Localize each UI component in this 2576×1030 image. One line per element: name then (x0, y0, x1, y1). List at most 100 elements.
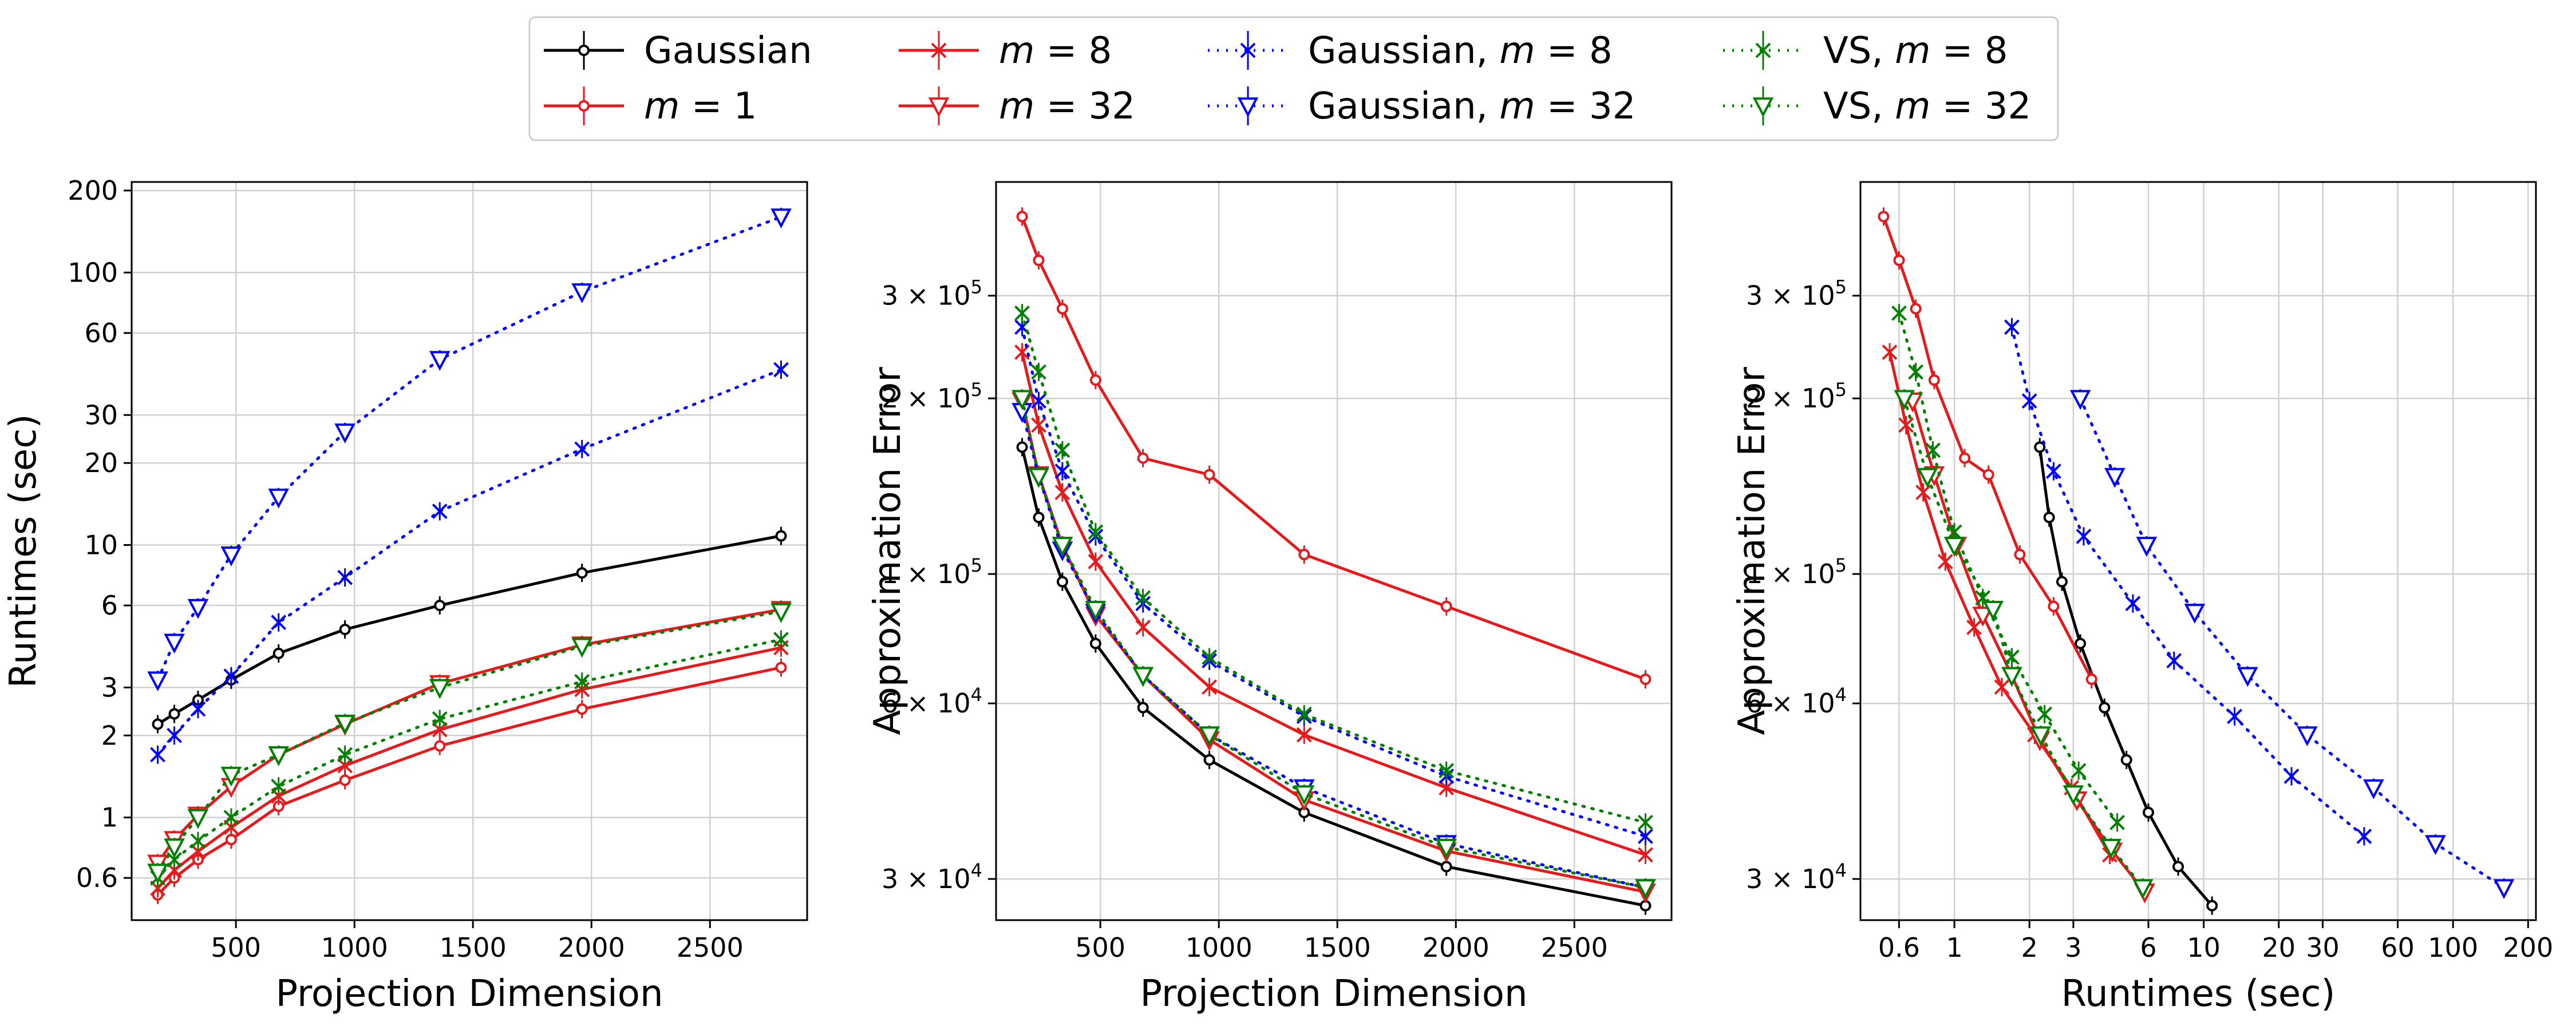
data-point-vs_m32 (771, 603, 792, 623)
x-tick-label: 6 (2140, 932, 2156, 963)
x-tick-label: 2500 (677, 932, 744, 963)
legend-marker (931, 42, 947, 58)
data-point-gaussian (1033, 512, 1045, 524)
data-point-gaussian (1056, 576, 1068, 588)
data-point-m1 (1878, 211, 1890, 223)
data-point-m8 (1054, 485, 1070, 500)
data-point-gaussian_m8 (271, 615, 287, 631)
data-point-vs_m32 (1132, 667, 1154, 687)
series-gaussian_m32 (147, 208, 792, 692)
data-point-m1 (1893, 254, 1905, 266)
series-line-gaussian_m32 (2079, 397, 2506, 889)
legend-label: m = 1 (644, 85, 757, 128)
data-point-vs_m32 (2100, 838, 2122, 859)
data-point-m8 (1937, 554, 1953, 569)
data-point-m1 (1639, 674, 1652, 686)
chart-panel-error-vs-runtime: 0.6 1 2 3 6 10 20 30 60 100 200 3 × 104 6 × 104 1 × 1… (1731, 181, 2553, 1015)
data-point-gaussian_m8 (167, 727, 182, 743)
y-tick-label: 100 (68, 257, 118, 288)
chart-panel-runtime-vs-dimension: 500 1000 1500 2000 2500 0.6 1 2 3 6 10 20 30 60 100 200… (2, 175, 808, 1015)
x-tick-label: 1 (1946, 932, 1962, 963)
data-point-m8 (1296, 727, 1312, 743)
data-point-vs_m32 (1894, 390, 1915, 410)
data-point-vs_m32 (429, 679, 451, 699)
data-point-gaussian_m8 (190, 701, 206, 717)
data-point-m1 (2085, 674, 2097, 686)
data-point-vs_m8 (2071, 763, 2087, 779)
data-point-vs_m32 (2132, 879, 2154, 900)
data-point-gaussian_m8 (337, 569, 353, 585)
plot-area (1860, 182, 2536, 920)
legend-marker (1752, 97, 1774, 118)
data-point-gaussian (2143, 806, 2155, 818)
y-tick-label: 3 × 105 (882, 276, 982, 311)
data-point-vs_m8 (1439, 763, 1455, 779)
data-point-m1 (1089, 374, 1101, 386)
legend-box (528, 16, 2059, 141)
data-point-gaussian_m32 (2493, 879, 2515, 900)
data-point-vs_m8 (2037, 706, 2053, 722)
data-point-m1 (1137, 452, 1149, 464)
y-tick-label: 3 × 104 (1746, 859, 1847, 894)
legend-marker (578, 45, 590, 56)
data-point-m8 (1638, 847, 1653, 863)
legend-item-m1: m = 1 (544, 85, 757, 128)
data-point-gaussian (339, 623, 351, 635)
data-point-gaussian_m32 (2136, 537, 2158, 557)
data-point-gaussian_m8 (2021, 393, 2037, 409)
data-point-gaussian_m32 (2184, 604, 2206, 624)
series-vs_m32 (147, 602, 792, 884)
series-vs_m8 (1891, 304, 2125, 832)
x-tick-label: 60 (2381, 932, 2415, 963)
data-point-m8 (1898, 417, 1914, 433)
legend-item-gaussian_m32: Gaussian, m = 32 (1208, 85, 1635, 128)
data-point-vs_m32 (268, 746, 290, 766)
data-point-gaussian (168, 708, 180, 720)
series-vs_m32 (1012, 389, 1656, 900)
series-vs_m32 (1894, 389, 2154, 900)
data-point-m8 (1135, 619, 1151, 635)
data-point-vs_m32 (2030, 726, 2052, 747)
axes-frame (1859, 181, 2537, 921)
data-point-gaussian_m32 (2425, 835, 2446, 855)
data-point-gaussian_m8 (773, 362, 789, 378)
y-tick-label: 6 × 104 (1746, 684, 1847, 719)
y-tick-label: 1 (101, 802, 118, 833)
series-gaussian_m8 (150, 360, 789, 764)
data-point-m8 (1031, 417, 1046, 433)
y-tick-label: 2 × 105 (882, 379, 982, 414)
x-tick-label: 2500 (1541, 932, 1608, 963)
data-point-vs_m8 (2109, 814, 2125, 830)
legend-marker (1755, 42, 1771, 58)
data-point-gaussian (1016, 441, 1028, 453)
data-point-m1 (1959, 452, 1971, 464)
data-point-vs_m32 (571, 637, 592, 658)
data-point-gaussian_m8 (2076, 528, 2092, 544)
axes-frame (995, 181, 1673, 921)
data-point-m1 (1910, 303, 1922, 315)
legend-item-vs_m8: VS, m = 8 (1723, 30, 2008, 72)
data-point-vs_m8 (1031, 364, 1046, 380)
legend: Gaussian m = 1 m = 8 m = 32 Gaussian, m = 8 G… (528, 16, 2059, 141)
data-point-vs_m8 (223, 810, 239, 826)
x-tick-label: 200 (2503, 932, 2553, 963)
y-tick-label: 60 (84, 318, 118, 348)
y-tick-label: 1 × 105 (1746, 554, 1847, 589)
x-axis-title: Projection Dimension (276, 973, 663, 1015)
data-point-gaussian_m8 (223, 668, 239, 684)
x-tick-label: 1000 (321, 932, 388, 963)
y-tick-label: 6 × 104 (882, 684, 982, 719)
legend-label: m = 8 (999, 30, 1112, 72)
data-point-gaussian_m32 (164, 633, 185, 654)
data-point-gaussian (775, 530, 787, 542)
x-tick-label: 1500 (440, 932, 507, 963)
data-point-gaussian_m8 (2004, 319, 2020, 335)
data-point-m1 (1928, 374, 1940, 386)
plot-area (996, 182, 1672, 920)
series-line-vs_m32 (1903, 397, 2144, 889)
data-point-m8 (1994, 679, 2010, 695)
data-point-gaussian (152, 718, 164, 730)
data-point-m8 (1439, 780, 1455, 796)
series-gaussian_m8 (2004, 318, 2372, 846)
legend-marker (578, 100, 590, 112)
